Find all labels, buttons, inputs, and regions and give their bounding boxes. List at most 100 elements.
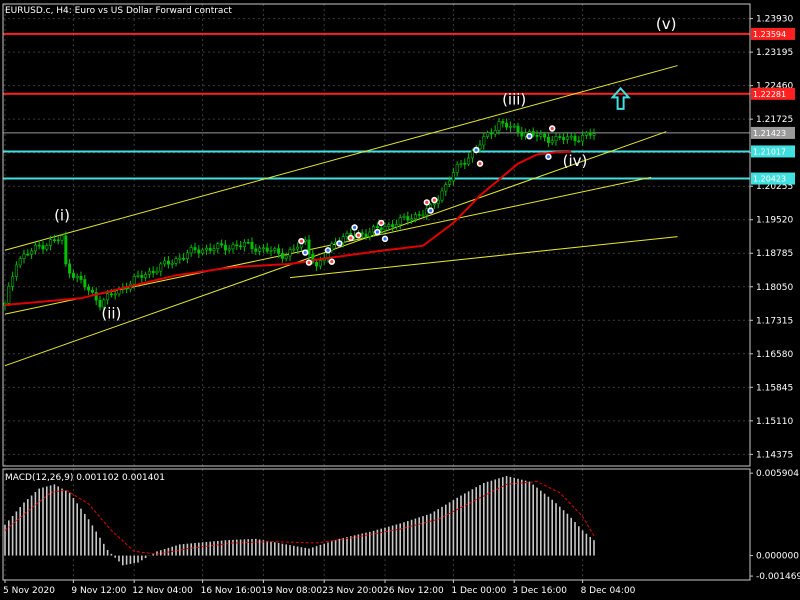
candle-body-86	[330, 243, 334, 251]
candle-body-63	[242, 241, 246, 247]
candle-body-75	[288, 249, 292, 257]
candle-body-59	[227, 248, 231, 251]
candle-body-8	[33, 244, 37, 252]
candle-body-97	[372, 226, 376, 233]
trade-marker-18	[549, 125, 556, 132]
price-tick-1: 1.23195	[756, 48, 793, 58]
candle-body-15	[60, 235, 64, 241]
candle-body-38	[147, 270, 151, 275]
candle-body-26	[102, 299, 106, 308]
up-arrow-icon	[610, 86, 631, 110]
price-tick-10: 1.16580	[756, 350, 793, 360]
candle-body-61	[235, 244, 239, 247]
trade-marker-0	[298, 237, 305, 245]
trade-marker-core-3	[326, 248, 330, 252]
candle-body-98	[375, 226, 379, 229]
candle-body-117	[448, 180, 452, 185]
trade-marker-core-11	[383, 237, 387, 241]
trade-marker-core-18	[550, 126, 554, 131]
macd-axis: 0.005904 0.000000 -0.001469	[750, 469, 800, 582]
trade-marker-4	[328, 258, 335, 265]
candle-body-51	[197, 249, 201, 254]
candle-body-99	[379, 227, 383, 231]
candle-body-125	[478, 144, 482, 150]
trade-marker-7	[351, 224, 358, 231]
candle-body-74	[284, 255, 288, 259]
trade-marker-core-5	[337, 241, 341, 246]
candle-body-147	[562, 137, 566, 140]
candle-body-142	[543, 133, 547, 138]
candle-body-115	[440, 190, 444, 201]
candle-body-24	[94, 292, 98, 301]
candle-body-89	[341, 236, 345, 244]
candle-body-80	[307, 239, 311, 255]
trade-marker-6	[347, 234, 354, 242]
trade-marker-10	[378, 219, 385, 227]
trade-marker-core-14	[432, 198, 436, 202]
candle-body-133	[508, 125, 512, 128]
candle-body-83	[318, 260, 322, 267]
candle-body-106	[406, 216, 410, 221]
price-tick-2: 1.22460	[756, 82, 793, 92]
time-tick-8: 3 Dec 16:00	[512, 586, 567, 596]
candle-body-143	[546, 136, 550, 143]
trendline-3	[289, 236, 678, 279]
trade-marker-core-13	[429, 209, 433, 213]
trendline-0	[4, 65, 678, 251]
macd-tick-1: 0.000000	[756, 552, 799, 562]
trade-marker-3	[324, 247, 332, 254]
candle-body-55	[212, 248, 216, 251]
candle-body-150	[573, 135, 577, 142]
level-tag-bg-0	[751, 27, 795, 40]
candle-body-71	[273, 248, 277, 251]
trade-marker-core-19	[546, 155, 551, 159]
level-tag-4: 1.20423	[753, 175, 786, 184]
candle-body-120	[459, 162, 463, 165]
candle-body-52	[201, 249, 205, 254]
level-tag-bg-2	[751, 126, 795, 139]
candle-body-50	[193, 247, 197, 251]
trade-marker-1	[302, 249, 309, 256]
candle-body-108	[413, 214, 417, 219]
candle-body-104	[398, 217, 402, 225]
candle-body-131	[501, 121, 505, 124]
candle-body-53	[204, 247, 208, 251]
candle-body-127	[486, 132, 490, 137]
trade-marker-core-8	[356, 233, 360, 237]
candle-body-28	[109, 293, 113, 296]
candle-body-138	[527, 131, 531, 134]
candle-body-47	[182, 257, 186, 260]
candle-body-10	[41, 245, 45, 250]
candle-body-155	[592, 133, 596, 136]
time-tick-4: 19 Nov 08:00	[261, 586, 322, 596]
candle-body-37	[144, 274, 148, 278]
price-tick-0: 1.23930	[756, 15, 793, 25]
trendline-1	[4, 131, 667, 367]
candle-body-113	[432, 203, 436, 206]
candle-body-22	[87, 286, 91, 291]
candle-body-34	[132, 276, 136, 285]
trade-marker-core-16	[478, 162, 482, 166]
trade-marker-17	[526, 133, 533, 140]
grid-lines	[3, 4, 750, 580]
candle-body-11	[45, 245, 49, 250]
macd-label: MACD(12,26,9) 0.001102 0.001401	[5, 473, 165, 483]
macd-frame	[2, 468, 751, 581]
candle-body-140	[535, 135, 539, 137]
candle-body-109	[417, 214, 421, 216]
horizontal-levels	[3, 32, 750, 180]
candle-body-116	[444, 184, 448, 192]
candle-body-68	[261, 247, 265, 250]
candle-body-123	[470, 150, 474, 159]
candle-body-136	[520, 131, 524, 137]
candle-body-2	[11, 276, 15, 287]
candle-body-130	[497, 121, 501, 131]
up-arrow-shape	[610, 86, 631, 110]
candlesticks	[3, 117, 596, 312]
time-tick-9: 8 Dec 04:00	[581, 586, 636, 596]
candle-body-64	[246, 241, 250, 244]
candle-body-58	[223, 244, 227, 251]
candle-body-46	[178, 257, 182, 260]
candle-body-105	[402, 216, 406, 218]
